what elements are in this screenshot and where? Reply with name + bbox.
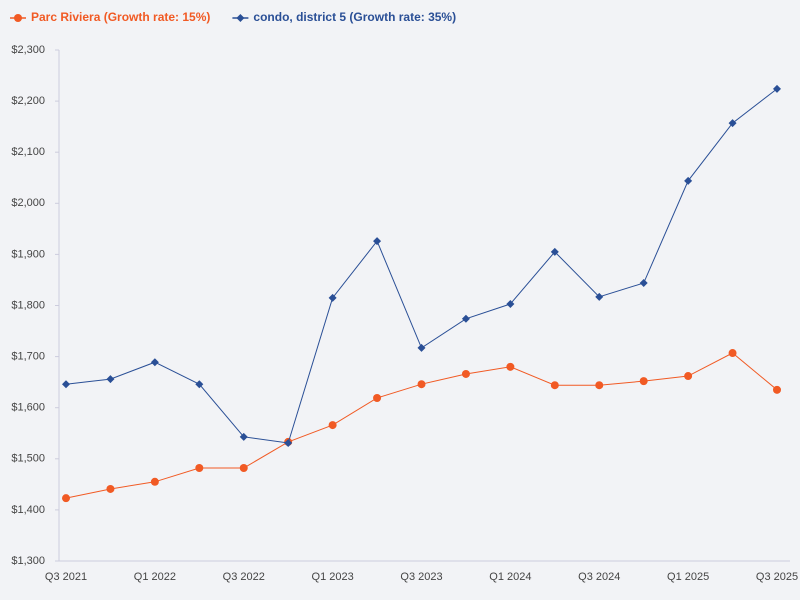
x-tick-label: Q3 2022 — [223, 571, 265, 583]
point-marker — [239, 463, 248, 472]
point-marker — [461, 314, 470, 323]
legend: Parc Riviera (Growth rate: 15%) condo, di… — [10, 10, 456, 24]
point-marker — [236, 14, 245, 22]
point-marker — [328, 421, 337, 430]
point-marker — [106, 484, 115, 493]
point-marker — [106, 375, 115, 384]
point-marker — [773, 385, 781, 394]
point-marker — [639, 279, 648, 288]
point-marker — [684, 176, 693, 185]
point-marker — [150, 477, 159, 486]
point-marker — [639, 377, 648, 386]
point-marker — [728, 119, 737, 128]
point-marker — [284, 438, 293, 447]
point-marker — [373, 237, 382, 246]
y-tick-label: $1,800 — [11, 299, 45, 311]
point-marker — [595, 292, 604, 301]
x-tick-label: Q1 2022 — [134, 571, 176, 583]
point-marker — [461, 369, 470, 378]
point-marker — [595, 381, 604, 390]
y-tick-label: $2,100 — [11, 146, 45, 158]
point-marker — [14, 14, 22, 22]
y-tick-label: $2,000 — [11, 197, 45, 209]
point-marker — [506, 299, 515, 308]
x-tick-label: Q1 2024 — [489, 571, 531, 583]
x-tick-label: Q3 2021 — [45, 571, 87, 583]
point-marker — [195, 463, 204, 472]
point-marker — [62, 494, 70, 503]
x-tick-label: Q1 2025 — [667, 571, 709, 583]
point-marker — [550, 381, 559, 390]
x-tick-label: Q3 2025 — [756, 571, 798, 583]
point-marker — [195, 380, 204, 389]
x-tick-label: Q1 2023 — [312, 571, 354, 583]
y-tick-label: $2,200 — [11, 95, 45, 107]
point-marker — [550, 247, 559, 256]
legend-label: condo, district 5 (Growth rate: 35%) — [253, 10, 456, 24]
point-marker — [684, 372, 693, 381]
y-tick-label: $2,300 — [11, 44, 45, 56]
y-tick-label: $1,500 — [11, 453, 45, 465]
point-marker — [373, 393, 382, 402]
y-tick-label: $1,300 — [11, 555, 45, 567]
y-tick-label: $1,600 — [11, 402, 45, 414]
x-tick-label: Q3 2023 — [400, 571, 442, 583]
point-marker — [417, 380, 426, 389]
y-tick-label: $1,400 — [11, 504, 45, 516]
point-marker — [150, 358, 159, 367]
y-tick-label: $1,900 — [11, 248, 45, 260]
x-tick-label: Q3 2024 — [578, 571, 620, 583]
point-marker — [328, 293, 337, 302]
point-marker — [62, 380, 70, 389]
legend-label: Parc Riviera (Growth rate: 15%) — [31, 10, 210, 24]
legend-item: Parc Riviera (Growth rate: 15%) — [10, 10, 210, 24]
point-marker — [728, 349, 737, 358]
point-marker — [417, 343, 426, 352]
point-marker — [239, 432, 248, 441]
point-marker — [506, 362, 515, 371]
legend-item: condo, district 5 (Growth rate: 35%) — [232, 10, 456, 24]
point-marker — [773, 84, 781, 93]
y-tick-label: $1,700 — [11, 351, 45, 363]
